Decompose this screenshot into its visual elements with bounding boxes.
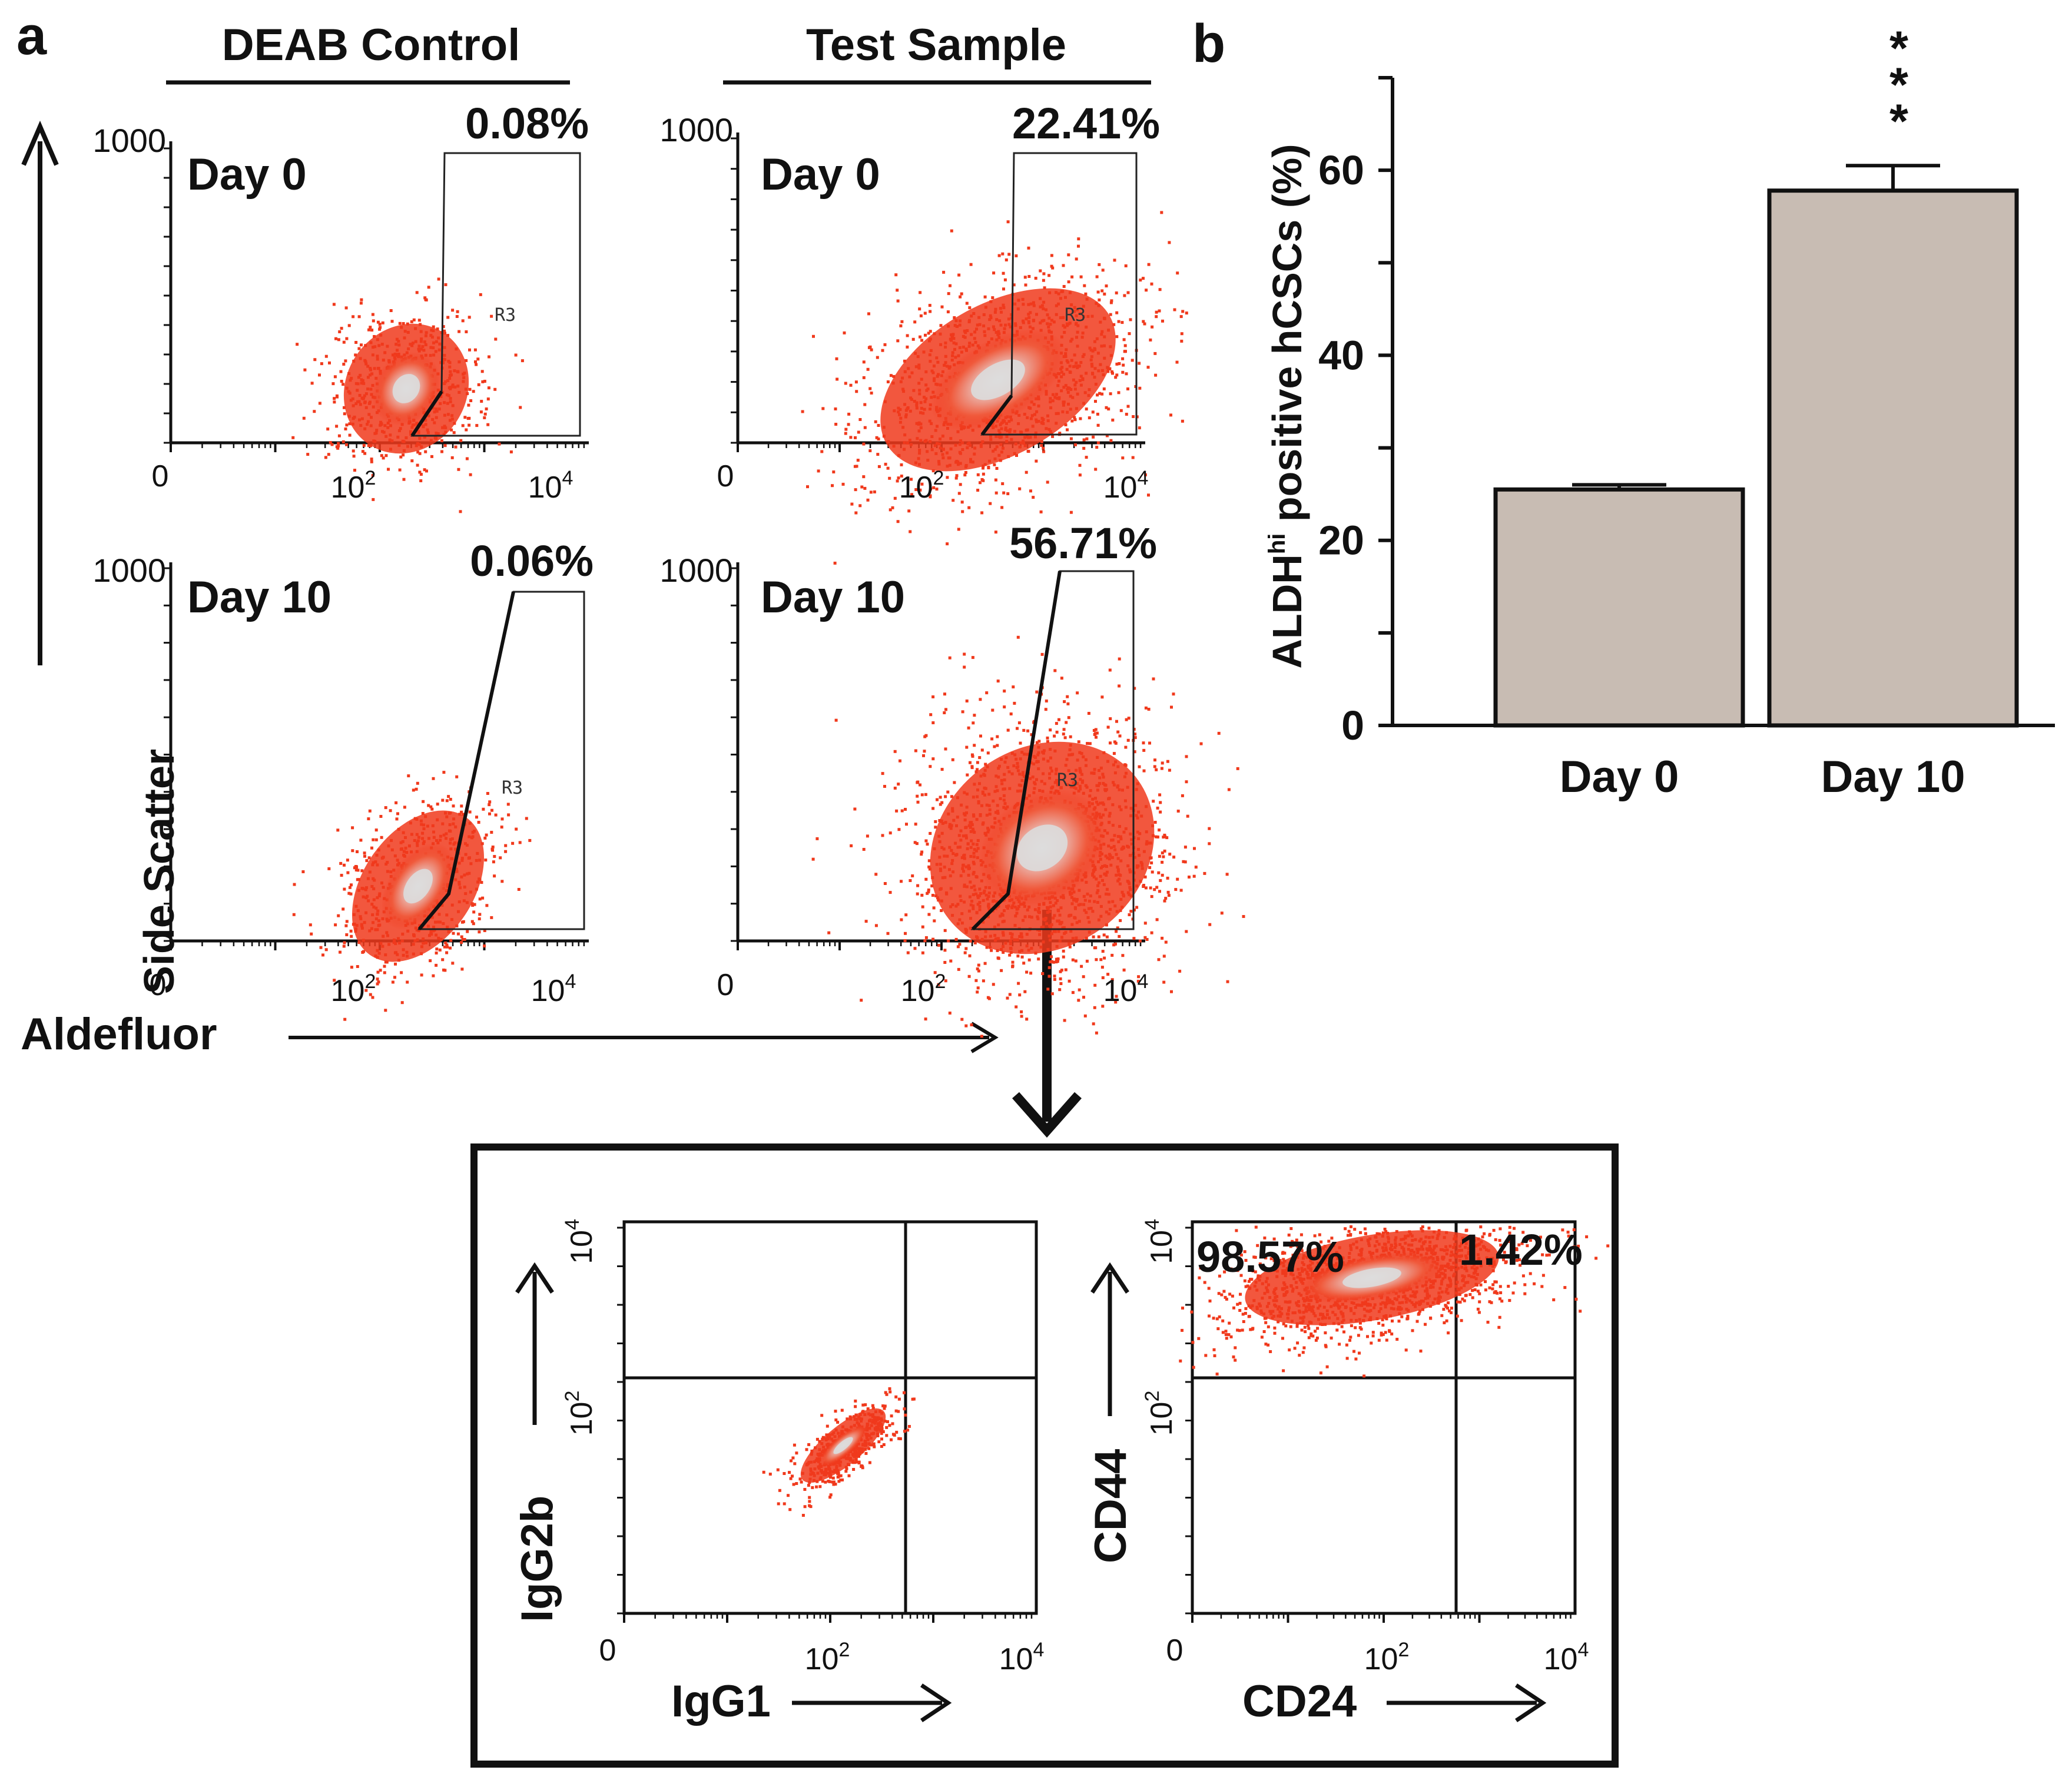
x-axis-label: IgG1 [671, 1676, 771, 1726]
flow-plot-deab-day0: R3 Day 0 0.08% 1000 0 102 104 [92, 99, 589, 513]
x-tick-0: 0 [150, 968, 167, 1002]
flow-plot-test-day0: R3 Day 0 22.41% 1000 0 102 104 [659, 99, 1188, 565]
y-tick-10-2: 102 [561, 1391, 599, 1436]
x-tick-0: 0 [152, 459, 169, 493]
significance-stars: *** [1889, 22, 1908, 148]
col-title-test: Test Sample [806, 20, 1066, 70]
x-tick-10-4: 104 [531, 970, 576, 1008]
y-axis-label: CD44 [1086, 1449, 1136, 1563]
x-tick-10-2: 102 [805, 1639, 850, 1676]
flow-plot-deab-day10: R3 Day 10 0.06% 1000 0 102 104 [92, 536, 594, 1021]
side-scatter-label: Side Scatter [136, 749, 183, 994]
y-tick-10-4: 104 [1141, 1219, 1179, 1264]
x-tick-label: Day 10 [1821, 752, 1965, 802]
bar-day-10 [1767, 188, 2019, 728]
y-tick-1000: 1000 [659, 552, 733, 589]
gate-label: R3 [495, 305, 516, 326]
plot-percent: 0.06% [470, 536, 594, 585]
panel-b-label: b [1192, 14, 1225, 74]
y-tick-1000: 1000 [92, 552, 166, 589]
gate-label: R3 [1065, 305, 1086, 326]
x-arrowhead-icon [1515, 1683, 1547, 1722]
side-scatter-arrowhead-icon [21, 120, 59, 166]
flow-plot-isotype: 0 102 104 104 102 IgG1 IgG2b [512, 1219, 1044, 1726]
x-tick-10-2: 102 [331, 970, 376, 1008]
plot-day-label: Day 10 [761, 572, 905, 622]
y-tick-label: 0 [1341, 702, 1364, 748]
aldefluor-arrowhead-icon [970, 1022, 999, 1053]
y-tick-10-4: 104 [561, 1219, 599, 1264]
x-tick-0: 0 [717, 968, 734, 1002]
x-tick-10-2: 102 [899, 467, 944, 505]
x-tick-10-4: 104 [1103, 970, 1149, 1008]
flow-plot-test-day10: R3 Day 10 56.71% 1000 0 102 104 [659, 519, 1245, 1038]
quadrant-upper-right-percent: 1.42% [1459, 1225, 1583, 1274]
y-axis-label: ALDHhi positive hCSCs (%) [1264, 144, 1310, 668]
y-tick-label: 40 [1318, 332, 1364, 378]
flow-plot-cd44-cd24: 98.57% 1.42% 0 102 104 104 102 CD24 CD44 [1086, 1219, 1610, 1726]
y-tick-1000: 1000 [659, 111, 733, 148]
plot-percent: 0.08% [465, 99, 589, 148]
y-tick-10-2: 102 [1141, 1391, 1179, 1436]
y-tick-1000: 1000 [92, 122, 166, 159]
gate-label: R3 [502, 778, 523, 798]
x-tick-10-4: 104 [1103, 467, 1149, 505]
inset-box [470, 1143, 1619, 1768]
x-tick-10-4: 104 [1544, 1639, 1589, 1676]
inset-pointer-arrowhead-icon [1012, 1092, 1082, 1138]
x-tick-0: 0 [599, 1633, 616, 1668]
plot-day-label: Day 0 [187, 150, 307, 200]
x-axis-label: CD24 [1242, 1676, 1357, 1726]
x-tick-0: 0 [717, 459, 734, 493]
y-axis-label: IgG2b [512, 1496, 562, 1622]
x-tick-10-2: 102 [331, 467, 376, 505]
aldefluor-label: Aldefluor [21, 1009, 217, 1059]
plot-percent: 22.41% [1012, 99, 1160, 148]
gate-label: R3 [1057, 770, 1078, 791]
quadrant-upper-left-percent: 98.57% [1196, 1232, 1344, 1281]
x-arrowhead-icon [920, 1683, 952, 1722]
col-title-deab: DEAB Control [222, 20, 521, 70]
bar-day-0 [1493, 487, 1745, 728]
bar-chart: 0 20 40 60 Day 0 Day 10 *** ALDHhi positive hCS… [1264, 22, 2055, 802]
y-arrowhead-icon [1090, 1262, 1129, 1294]
y-tick-label: 20 [1318, 518, 1364, 563]
x-tick-10-2: 102 [901, 970, 946, 1008]
x-tick-10-4: 104 [999, 1639, 1045, 1676]
panel-a-label: a [16, 6, 47, 66]
y-tick-label: 60 [1318, 147, 1364, 193]
plot-day-label: Day 10 [187, 572, 331, 622]
y-arrowhead-icon [515, 1262, 554, 1294]
x-tick-10-4: 104 [528, 467, 573, 505]
x-tick-10-2: 102 [1364, 1639, 1410, 1676]
plot-day-label: Day 0 [761, 150, 880, 200]
plot-percent: 56.71% [1009, 519, 1157, 568]
x-tick-label: Day 0 [1560, 752, 1679, 802]
x-tick-0: 0 [1166, 1633, 1183, 1668]
